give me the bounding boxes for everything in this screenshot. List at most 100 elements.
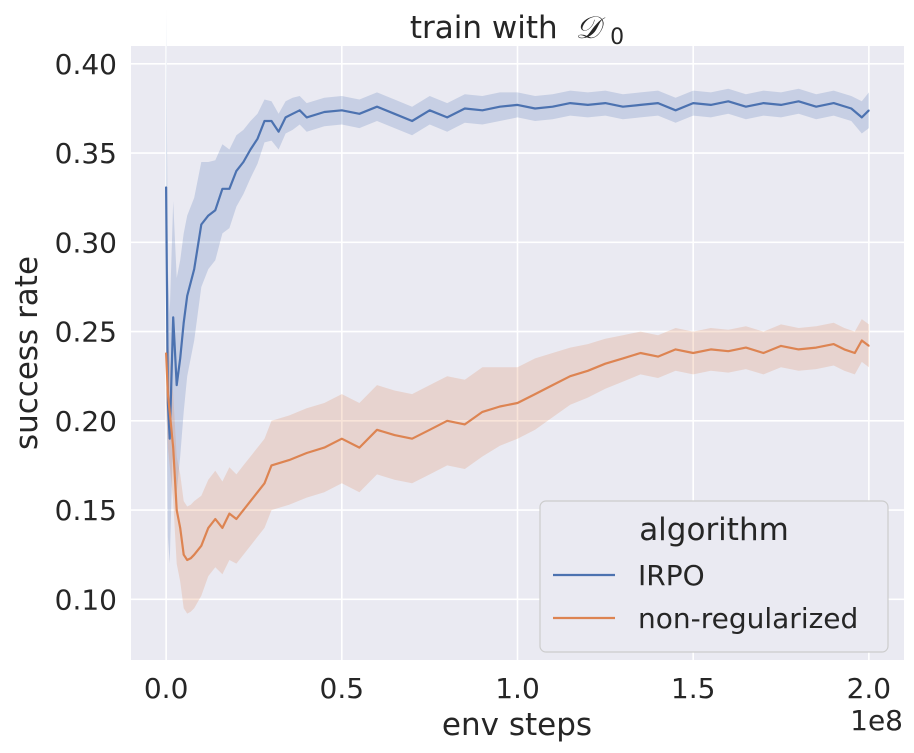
chart-title-math-subscript: 0	[610, 25, 624, 50]
point-non-regularized	[727, 350, 730, 353]
y-tick-label: 0.25	[55, 316, 117, 349]
point-non-regularized	[428, 429, 431, 431]
point-non-regularized	[464, 423, 466, 426]
point-non-regularized	[172, 446, 174, 449]
point-non-regularized	[569, 375, 571, 378]
point-non-regularized	[657, 355, 659, 358]
legend: algorithm IRPO non-regularized	[539, 500, 889, 653]
point-irpo	[710, 104, 712, 106]
point-non-regularized	[551, 384, 554, 386]
point-non-regularized	[762, 352, 765, 354]
point-irpo	[305, 116, 308, 119]
point-irpo	[179, 357, 181, 360]
point-non-regularized	[165, 352, 167, 354]
point-irpo	[446, 116, 449, 119]
legend-title: algorithm	[639, 512, 789, 548]
point-non-regularized	[516, 402, 519, 404]
chart-title: train with 𝒟 0	[410, 10, 624, 50]
point-non-regularized	[604, 362, 607, 365]
point-irpo	[172, 316, 174, 319]
point-non-regularized	[797, 348, 800, 351]
x-axis-label: env steps	[442, 707, 592, 743]
point-irpo	[692, 102, 694, 104]
point-non-regularized	[263, 482, 266, 485]
point-irpo	[762, 102, 765, 104]
point-non-regularized	[305, 452, 308, 454]
point-non-regularized	[587, 370, 589, 372]
point-non-regularized	[189, 557, 192, 560]
point-non-regularized	[179, 527, 181, 529]
point-irpo	[622, 105, 624, 108]
point-irpo	[242, 161, 245, 163]
point-irpo	[235, 170, 238, 172]
chart-title-text: train with	[410, 10, 558, 46]
point-irpo	[481, 109, 484, 112]
point-non-regularized	[411, 437, 413, 440]
point-non-regularized	[376, 429, 378, 431]
x-axis-offset-label: 1e8	[850, 704, 903, 737]
point-non-regularized	[861, 339, 863, 342]
point-irpo	[657, 102, 659, 104]
point-irpo	[200, 223, 203, 226]
y-tick-label: 0.30	[55, 226, 117, 259]
point-non-regularized	[745, 346, 747, 349]
point-irpo	[228, 188, 231, 190]
point-non-regularized	[242, 509, 245, 511]
point-irpo	[376, 105, 378, 108]
point-irpo	[516, 104, 519, 106]
point-irpo	[393, 113, 396, 115]
point-non-regularized	[534, 393, 536, 395]
y-tick-label: 0.10	[55, 583, 117, 616]
point-non-regularized	[256, 491, 259, 494]
point-non-regularized	[393, 434, 396, 436]
point-irpo	[263, 120, 266, 122]
y-tick-label: 0.35	[55, 137, 117, 170]
point-non-regularized	[175, 509, 178, 511]
point-non-regularized	[854, 352, 856, 354]
point-non-regularized	[832, 343, 835, 345]
x-tick-label: 0.5	[320, 672, 365, 705]
point-non-regularized	[341, 437, 343, 440]
point-non-regularized	[446, 420, 449, 422]
point-irpo	[270, 120, 273, 122]
point-non-regularized	[186, 559, 188, 561]
x-tick-label: 2.0	[847, 672, 892, 705]
y-tick-label: 0.15	[55, 494, 117, 527]
point-irpo	[221, 188, 224, 190]
point-non-regularized	[868, 345, 870, 347]
point-irpo	[411, 120, 413, 122]
y-axis-label: success rate	[9, 256, 45, 450]
point-irpo	[168, 437, 171, 440]
point-irpo	[193, 268, 195, 270]
point-non-regularized	[288, 459, 290, 461]
x-tick-label: 1.5	[671, 672, 716, 705]
point-non-regularized	[710, 348, 712, 351]
point-non-regularized	[193, 553, 195, 556]
point-irpo	[832, 102, 835, 104]
point-irpo	[745, 105, 747, 108]
point-non-regularized	[843, 348, 846, 351]
point-irpo	[284, 116, 287, 119]
point-non-regularized	[235, 518, 238, 520]
legend-box	[539, 500, 889, 653]
point-non-regularized	[780, 345, 782, 347]
point-irpo	[323, 111, 326, 113]
legend-label-irpo: IRPO	[638, 559, 705, 592]
point-non-regularized	[200, 545, 203, 547]
y-tick-labels: 0.10 0.15 0.20 0.25 0.30 0.35 0.40	[55, 48, 117, 616]
point-irpo	[291, 113, 294, 115]
point-non-regularized	[182, 553, 185, 556]
point-irpo	[727, 100, 730, 103]
point-irpo	[815, 105, 817, 108]
legend-label-non-regularized: non-regularized	[638, 602, 858, 635]
point-non-regularized	[622, 357, 624, 360]
point-irpo	[780, 104, 782, 106]
point-irpo	[604, 102, 607, 104]
point-irpo	[868, 109, 870, 112]
point-irpo	[797, 100, 800, 103]
gridlines	[131, 46, 904, 660]
confidence-bands	[166, 8, 869, 614]
point-irpo	[639, 104, 642, 106]
point-non-regularized	[481, 411, 484, 413]
